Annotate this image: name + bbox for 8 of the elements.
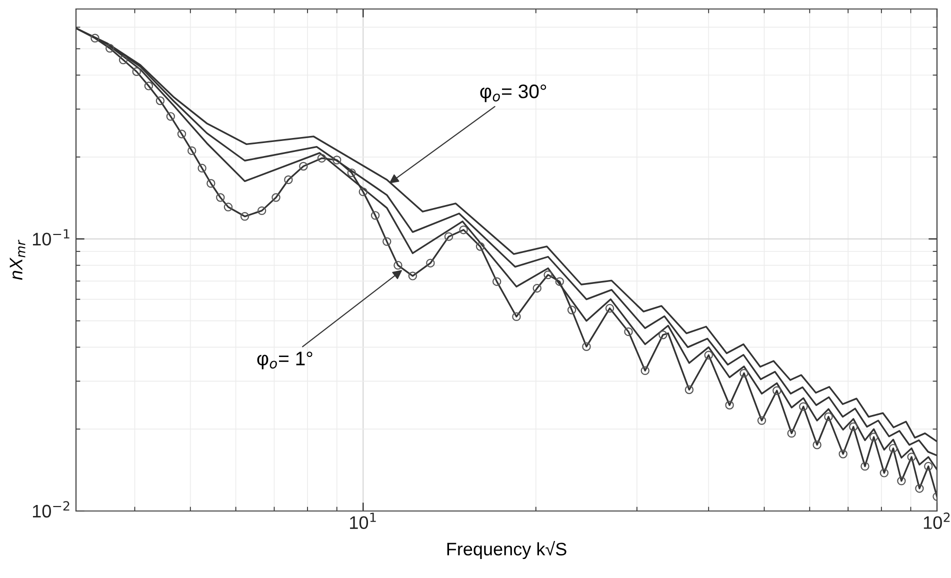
- y-tick-label: 10$^{−1}$: [32, 229, 70, 246]
- annotation: φ$_{o}$= 1°: [257, 352, 312, 370]
- x-tick-label: 10$^{2}$: [924, 512, 950, 529]
- x-tick-label: 10$^{1}$: [350, 512, 376, 529]
- x-axis-title: Frequency k√S: [447, 541, 566, 560]
- y-axis-title: nX$_{mr}$: [10, 240, 26, 280]
- y-tick-label: 10$^{−2}$: [32, 501, 70, 518]
- annotation: φ$_{o}$= 30°: [480, 84, 546, 102]
